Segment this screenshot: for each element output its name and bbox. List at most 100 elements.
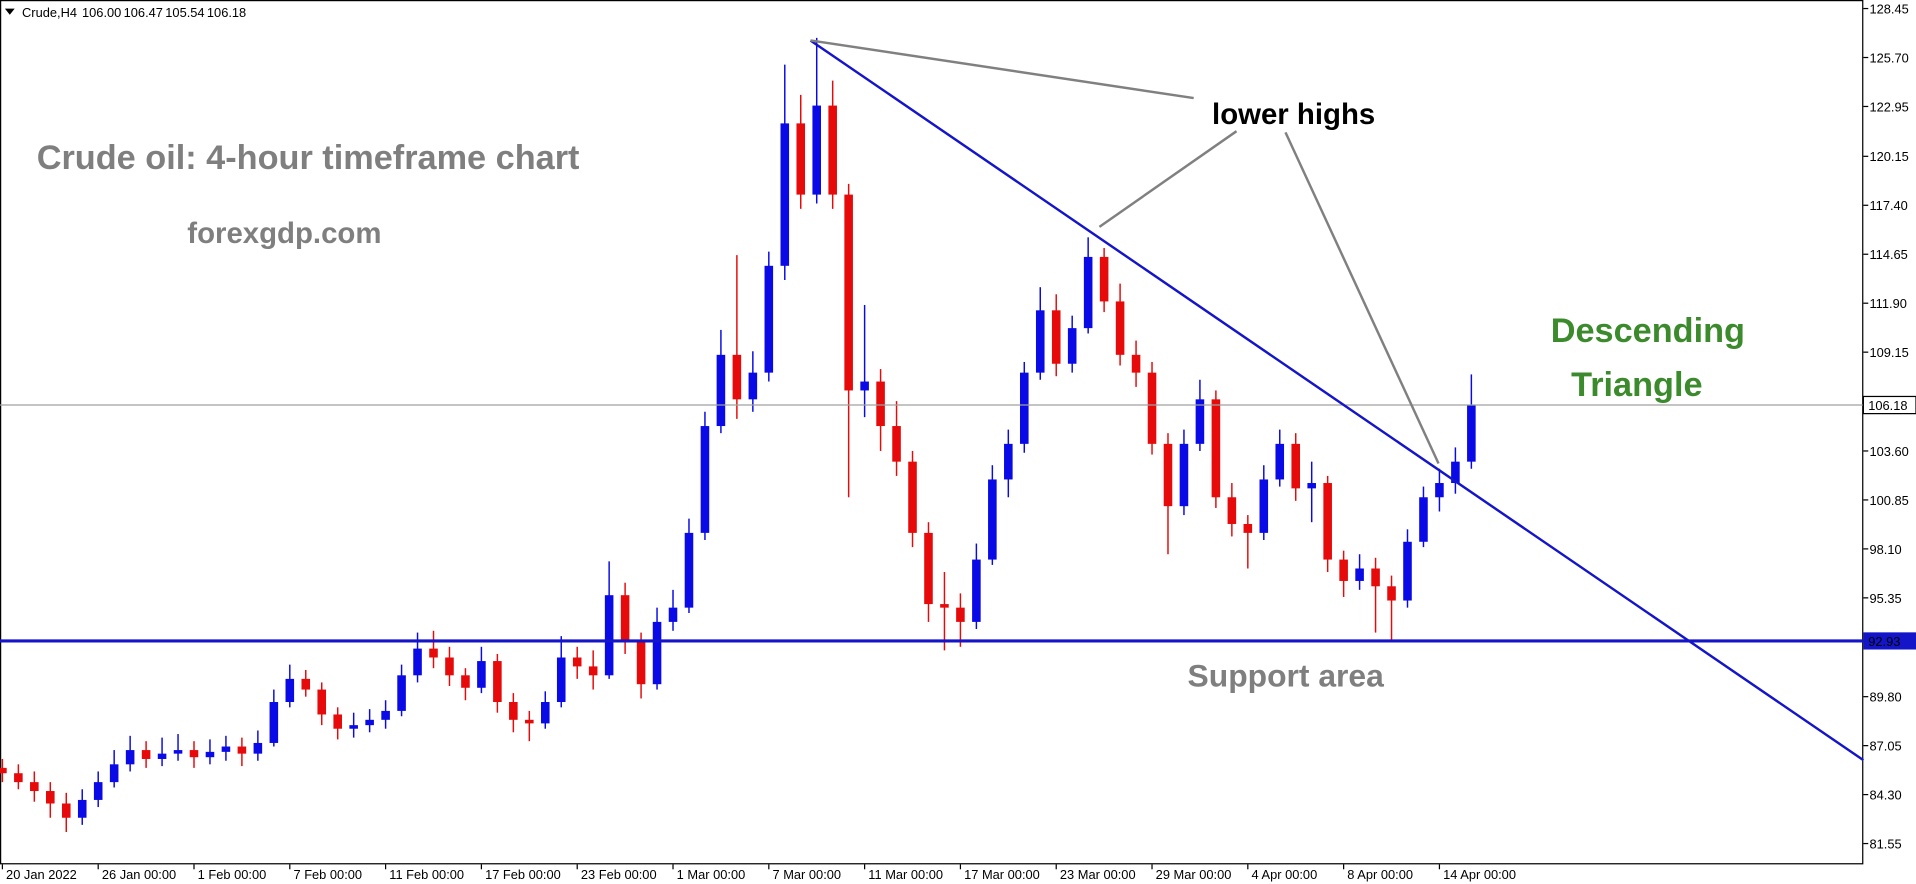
- candle-body: [1339, 559, 1348, 581]
- y-tick-label: 87.05: [1869, 739, 1901, 754]
- x-tick-label: 1 Mar 00:00: [677, 867, 746, 882]
- support-label: 92.93: [1868, 634, 1900, 649]
- x-tick-label: 7 Feb 00:00: [293, 867, 362, 882]
- candle-body: [61, 803, 71, 818]
- y-tick-label: 81.55: [1869, 836, 1901, 851]
- candle-body: [477, 661, 486, 688]
- candle-body: [956, 607, 965, 622]
- candle-body: [1275, 443, 1285, 480]
- candle-body: [716, 354, 726, 427]
- candle-body: [1403, 541, 1412, 601]
- ohlc-close: 106.18: [207, 5, 246, 20]
- candle-body: [588, 666, 598, 676]
- arrow-line: [1284, 131, 1440, 464]
- y-tick-label: 89.80: [1869, 690, 1901, 705]
- candle-body: [1227, 497, 1237, 524]
- candle-body: [1435, 483, 1444, 498]
- y-tick-label: 122.95: [1869, 99, 1908, 114]
- candle-body: [732, 354, 742, 400]
- x-tick-label: 26 Jan 00:00: [102, 867, 176, 882]
- candle-body: [301, 678, 311, 690]
- candle-body: [604, 595, 614, 676]
- candle-body: [972, 559, 981, 622]
- candle-body: [1419, 497, 1428, 542]
- y-tick-label: 120.15: [1869, 149, 1908, 164]
- x-tick-label: 17 Mar 00:00: [964, 867, 1040, 882]
- marks: [0, 37, 1864, 832]
- candle-body: [940, 604, 949, 608]
- symbol: Crude,H4: [22, 5, 77, 20]
- candle-body: [892, 426, 901, 462]
- candle-body: [1099, 256, 1109, 302]
- candle-body: [14, 773, 23, 783]
- x-tick-label: 17 Feb 00:00: [485, 867, 561, 882]
- candle-body: [285, 678, 295, 703]
- candle-body: [1195, 399, 1205, 444]
- y-tick-label: 95.35: [1869, 591, 1901, 606]
- x-tick-label: 20 Jan 2022: [6, 867, 77, 882]
- candle-body: [1307, 483, 1316, 489]
- candle-body: [1163, 443, 1173, 507]
- ohlc-open: 106.00: [82, 5, 121, 20]
- x-tick-label: 1 Feb 00:00: [198, 867, 267, 882]
- candle-body: [636, 639, 646, 685]
- support-box: [1863, 632, 1916, 650]
- candle-body: [572, 657, 582, 667]
- candle-body: [908, 461, 917, 533]
- candle-body: [860, 381, 869, 391]
- candle-body: [1115, 301, 1125, 355]
- y-tick-label: 117.40: [1869, 198, 1907, 213]
- candle-body: [109, 764, 119, 783]
- candle-body: [924, 532, 933, 605]
- candle-body: [509, 702, 518, 720]
- candle-body: [429, 648, 438, 658]
- candle-body: [796, 123, 806, 195]
- candle-body: [828, 105, 837, 195]
- menu-arrow[interactable]: [4, 8, 15, 15]
- candle-body: [269, 702, 279, 743]
- candle-body: [1083, 256, 1093, 329]
- candle-body: [700, 426, 710, 533]
- candle-body: [1243, 523, 1253, 533]
- candle-body: [620, 595, 630, 640]
- candle-body: [397, 675, 406, 711]
- candle-body: [141, 750, 151, 759]
- candle-body: [125, 750, 135, 765]
- candle-body: [1131, 354, 1141, 373]
- candle-body: [493, 661, 502, 703]
- y-tick-label: 98.10: [1869, 542, 1901, 557]
- x-tick-label: 11 Mar 00:00: [868, 867, 943, 882]
- candle-body: [780, 123, 790, 266]
- candle-body: [461, 675, 470, 688]
- x-tick-label: 11 Feb 00:00: [389, 867, 464, 882]
- x-tick-label: 23 Mar 00:00: [1060, 867, 1136, 882]
- candle-body: [1211, 399, 1221, 498]
- candle-body: [1035, 310, 1045, 373]
- candle-body: [46, 791, 55, 804]
- annotation: lower highs: [1212, 98, 1375, 131]
- candle-body: [77, 799, 87, 818]
- candle-body: [30, 782, 39, 792]
- arrow-line: [810, 39, 1194, 100]
- candle-body: [844, 194, 853, 391]
- candle-body: [764, 265, 774, 373]
- candle-body: [748, 372, 758, 400]
- candle-body: [525, 719, 534, 724]
- candle-body: [652, 621, 662, 685]
- candle-body: [876, 381, 885, 427]
- candle-body: [1020, 372, 1029, 444]
- candle-body: [1147, 372, 1157, 444]
- x-tick-label: 8 Apr 00:00: [1347, 867, 1413, 882]
- plot-frame: [0, 0, 1864, 865]
- candle-body: [365, 719, 374, 726]
- candle-body: [1387, 586, 1396, 601]
- last-price-label: 106.18: [1868, 398, 1907, 413]
- ohlc-high: 106.47: [124, 5, 163, 20]
- y-tick-label: 114.65: [1869, 247, 1907, 262]
- candle-body: [1371, 568, 1380, 587]
- candle-body: [237, 746, 247, 754]
- x-tick-label: 7 Mar 00:00: [772, 867, 841, 882]
- y-tick-label: 100.85: [1869, 493, 1908, 508]
